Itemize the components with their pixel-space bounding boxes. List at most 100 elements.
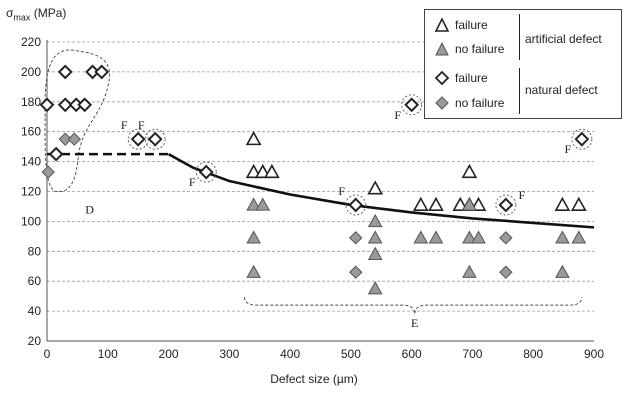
annotation-regions — [44, 49, 583, 315]
failure-label: F — [338, 184, 345, 198]
point-artificial-no-failure — [462, 264, 477, 278]
y-tick-label: 140 — [21, 155, 41, 169]
diamond-open-icon — [435, 71, 449, 85]
point-natural-failure — [147, 131, 163, 147]
failure-label: F — [565, 142, 572, 156]
point-artificial-no-failure — [246, 264, 261, 278]
x-tick-label: 600 — [402, 347, 422, 361]
legend-label: no failure — [455, 42, 505, 56]
point-artificial-no-failure — [367, 246, 383, 260]
point-artificial-no-failure — [367, 230, 383, 244]
failure-circle — [144, 128, 166, 150]
x-tick-label: 800 — [523, 347, 543, 361]
triangle-open-icon — [435, 18, 449, 32]
y-tick-label: 100 — [21, 214, 41, 228]
x-axis-label: Defect size (µm) — [270, 372, 358, 386]
point-artificial-failure — [264, 163, 280, 179]
point-artificial-no-failure — [367, 213, 383, 228]
point-artificial-no-failure — [555, 264, 570, 278]
point-natural-failure — [48, 146, 64, 162]
failure-circle — [127, 128, 149, 150]
tick-labels: 20 40 60 80 100 120 140 160 180 200 220 0 100 200 300 4… — [21, 35, 604, 361]
point-artificial-no-failure — [571, 230, 587, 244]
y-tick-label: 60 — [28, 274, 42, 288]
legend-label: failure — [455, 71, 488, 85]
point-artificial-no-failure — [367, 281, 383, 295]
y-tick-label: 120 — [21, 185, 41, 199]
failure-label: F — [394, 108, 401, 122]
point-artificial-failure — [245, 131, 262, 146]
point-natural-failure — [57, 97, 73, 113]
failure-circle — [571, 128, 593, 150]
legend-group-bracket — [519, 14, 520, 60]
point-artificial-failure — [554, 196, 571, 211]
data-points — [39, 64, 590, 295]
brace-e-label: E — [411, 316, 418, 330]
point-artificial-no-failure — [246, 197, 261, 211]
triangle-filled-icon — [435, 42, 449, 56]
point-natural-failure — [198, 164, 214, 180]
point-natural-no-failure — [41, 165, 55, 179]
point-artificial-no-failure — [462, 230, 477, 244]
point-artificial-failure — [452, 196, 469, 211]
point-artificial-failure — [428, 196, 444, 211]
point-natural-failure — [574, 131, 590, 147]
y-tick-label: 20 — [28, 334, 42, 348]
legend-label: failure — [455, 18, 488, 32]
point-artificial-failure — [367, 180, 384, 195]
point-artificial-failure — [470, 196, 487, 211]
x-tick-label: 700 — [462, 347, 482, 361]
point-natural-no-failure — [349, 265, 363, 279]
failure-label: F — [138, 118, 145, 132]
fit-curve — [47, 152, 595, 229]
point-natural-no-failure — [67, 132, 82, 146]
point-natural-failure — [77, 97, 93, 113]
y-tick-label: 220 — [21, 35, 41, 49]
point-artificial-failure — [570, 196, 587, 211]
point-natural-failure — [39, 97, 55, 113]
y-tick-label: 160 — [21, 125, 41, 139]
failure-label: F — [519, 188, 526, 202]
x-tick-label: 100 — [98, 347, 118, 361]
y-tick-label: 80 — [28, 244, 42, 258]
point-natural-failure — [404, 97, 420, 113]
failure-circle — [195, 161, 217, 183]
failure-circle — [345, 194, 367, 216]
y-axis-label: σmax (MPa) — [6, 6, 67, 23]
point-artificial-no-failure — [246, 230, 261, 244]
point-artificial-failure — [254, 163, 271, 179]
legend-group-bracket — [519, 68, 520, 114]
failure-label: F — [121, 118, 128, 132]
diamond-filled-icon — [435, 96, 449, 110]
point-natural-no-failure — [349, 231, 363, 245]
x-tick-label: 200 — [159, 347, 179, 361]
legend-group-label: natural defect — [525, 83, 598, 97]
failure-circle — [401, 94, 423, 116]
y-tick-label: 40 — [28, 304, 42, 318]
point-natural-failure — [94, 64, 110, 80]
y-tick-label: 200 — [21, 65, 41, 79]
region-d-outline — [44, 49, 110, 192]
point-artificial-no-failure — [555, 230, 570, 244]
x-tick-label: 300 — [219, 347, 239, 361]
point-natural-no-failure — [499, 265, 513, 279]
point-natural-failure — [498, 197, 514, 213]
point-natural-failure — [348, 197, 364, 213]
y-tick-label: 180 — [21, 95, 41, 109]
point-artificial-no-failure — [255, 197, 271, 211]
brace-e — [244, 297, 583, 315]
failure-circle — [495, 194, 517, 216]
point-natural-failure — [57, 64, 73, 80]
x-tick-label: 400 — [280, 347, 300, 361]
point-artificial-failure — [245, 163, 262, 179]
region-d-label: D — [85, 202, 94, 216]
point-natural-no-failure — [499, 231, 513, 245]
x-tick-label: 0 — [44, 347, 51, 361]
point-artificial-no-failure — [428, 230, 444, 244]
point-natural-failure — [130, 131, 146, 147]
point-artificial-failure — [412, 196, 429, 211]
point-artificial-no-failure — [471, 230, 486, 244]
x-tick-label: 500 — [341, 347, 361, 361]
point-natural-no-failure — [58, 132, 72, 146]
